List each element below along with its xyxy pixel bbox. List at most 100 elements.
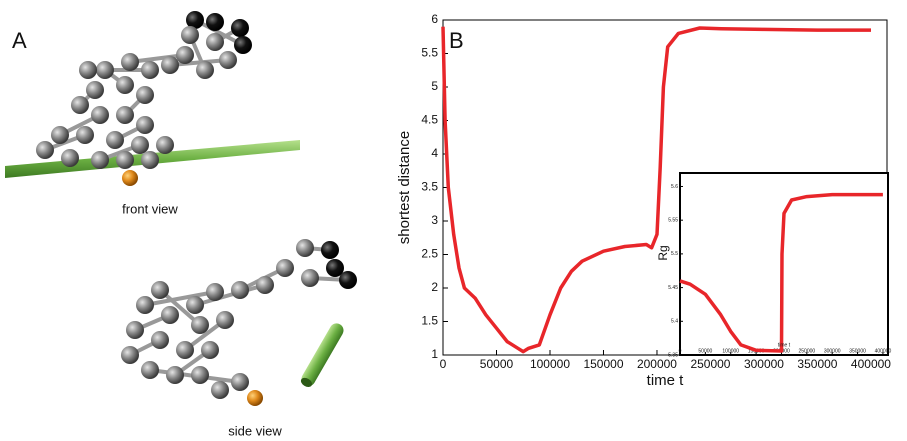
y-tick-label: 5.4 (671, 319, 678, 325)
bond (144, 290, 216, 307)
atom (191, 316, 209, 334)
x-tick-label: 100000 (722, 348, 739, 354)
bond (194, 18, 244, 47)
plot-frame (679, 172, 889, 356)
atom (106, 131, 124, 149)
atom (71, 96, 89, 114)
atom (201, 341, 219, 359)
atom (151, 281, 169, 299)
atom (51, 126, 69, 144)
y-tick-label: 5.6 (671, 184, 678, 190)
atom (211, 381, 229, 399)
atom (206, 33, 224, 51)
atom (181, 26, 199, 44)
y-axis-label: shortest distance (396, 131, 413, 244)
x-tick-label: 250000 (690, 357, 730, 371)
atom (156, 136, 174, 154)
caption: side view (228, 423, 282, 438)
x-tick-label: 150000 (583, 357, 623, 371)
atom (186, 11, 204, 29)
atom (231, 19, 249, 37)
x-tick-label: 400000 (875, 348, 892, 354)
atom (161, 56, 179, 74)
atom (216, 311, 234, 329)
x-tick-label: 350000 (849, 348, 866, 354)
atom (256, 276, 274, 294)
y-tick-label: 5.5 (421, 46, 438, 60)
atom (296, 239, 314, 257)
atom (151, 331, 169, 349)
atom (136, 116, 154, 134)
atom (161, 306, 179, 324)
atom (186, 296, 204, 314)
atom (234, 36, 252, 54)
panel-label: A (12, 28, 27, 53)
bond (169, 58, 229, 67)
y-tick-label: 2.5 (421, 247, 438, 261)
atom (191, 366, 209, 384)
molecule-front (36, 11, 252, 186)
atom (116, 106, 134, 124)
atom (176, 341, 194, 359)
atom (176, 46, 194, 64)
atom (91, 151, 109, 169)
y-tick-label: 6 (431, 12, 438, 26)
atom (91, 106, 109, 124)
y-tick-label: 5.35 (668, 352, 678, 358)
y-tick-label: 3 (431, 213, 438, 227)
y-tick-label: 3.5 (421, 180, 438, 194)
y-tick-label: 5.55 (668, 218, 678, 224)
atom (206, 13, 224, 31)
y-axis-label: Rg (656, 245, 670, 260)
line-series (679, 192, 883, 353)
y-tick-label: 1 (431, 347, 438, 361)
x-axis-label: time t (778, 342, 791, 348)
atom (36, 141, 54, 159)
atom (326, 259, 344, 277)
x-tick-label: 50000 (698, 348, 712, 354)
atom (276, 259, 294, 277)
atom (339, 271, 357, 289)
atom (79, 61, 97, 79)
atom (166, 366, 184, 384)
atom (126, 321, 144, 339)
atom (247, 390, 263, 406)
x-tick-label: 200000 (637, 357, 677, 371)
atom (321, 241, 339, 259)
atom (206, 283, 224, 301)
atom (131, 136, 149, 154)
atom (86, 81, 104, 99)
x-tick-label: 50000 (480, 357, 514, 371)
atom (141, 361, 159, 379)
panel-a: A front view side view (5, 11, 357, 438)
caption: front view (122, 201, 178, 216)
y-tick-label: 5 (431, 79, 438, 93)
x-tick-label: 0 (440, 357, 447, 371)
atom (141, 151, 159, 169)
x-tick-label: 300000 (744, 357, 784, 371)
panel-b: 1 1.5 2 2.5 3 3.5 4 4.5 5 5.5 6 0 50000 100000 150000 2… (396, 12, 892, 389)
x-tick-label: 0 (679, 348, 682, 354)
atom (219, 51, 237, 69)
atom (141, 61, 159, 79)
atom (122, 170, 138, 186)
y-tick-label: 2 (431, 280, 438, 294)
atom (231, 281, 249, 299)
line-series (441, 26, 871, 354)
atom (231, 373, 249, 391)
atom (301, 269, 319, 287)
nanotube-side (300, 323, 344, 387)
bond (129, 53, 186, 64)
chart: 5.355.45.455.55.555.60 50000 100000 150000 2… (656, 172, 892, 358)
x-tick-label: 100000 (530, 357, 570, 371)
molecule-side (121, 239, 357, 406)
atom (136, 296, 154, 314)
panel-label: B (449, 28, 464, 53)
atom (76, 126, 94, 144)
x-tick-label: 350000 (797, 357, 837, 371)
x-tick-label: 250000 (798, 348, 815, 354)
atom (116, 151, 134, 169)
atom (116, 76, 134, 94)
x-tick-label: 400000 (851, 357, 891, 371)
atom (61, 149, 79, 167)
